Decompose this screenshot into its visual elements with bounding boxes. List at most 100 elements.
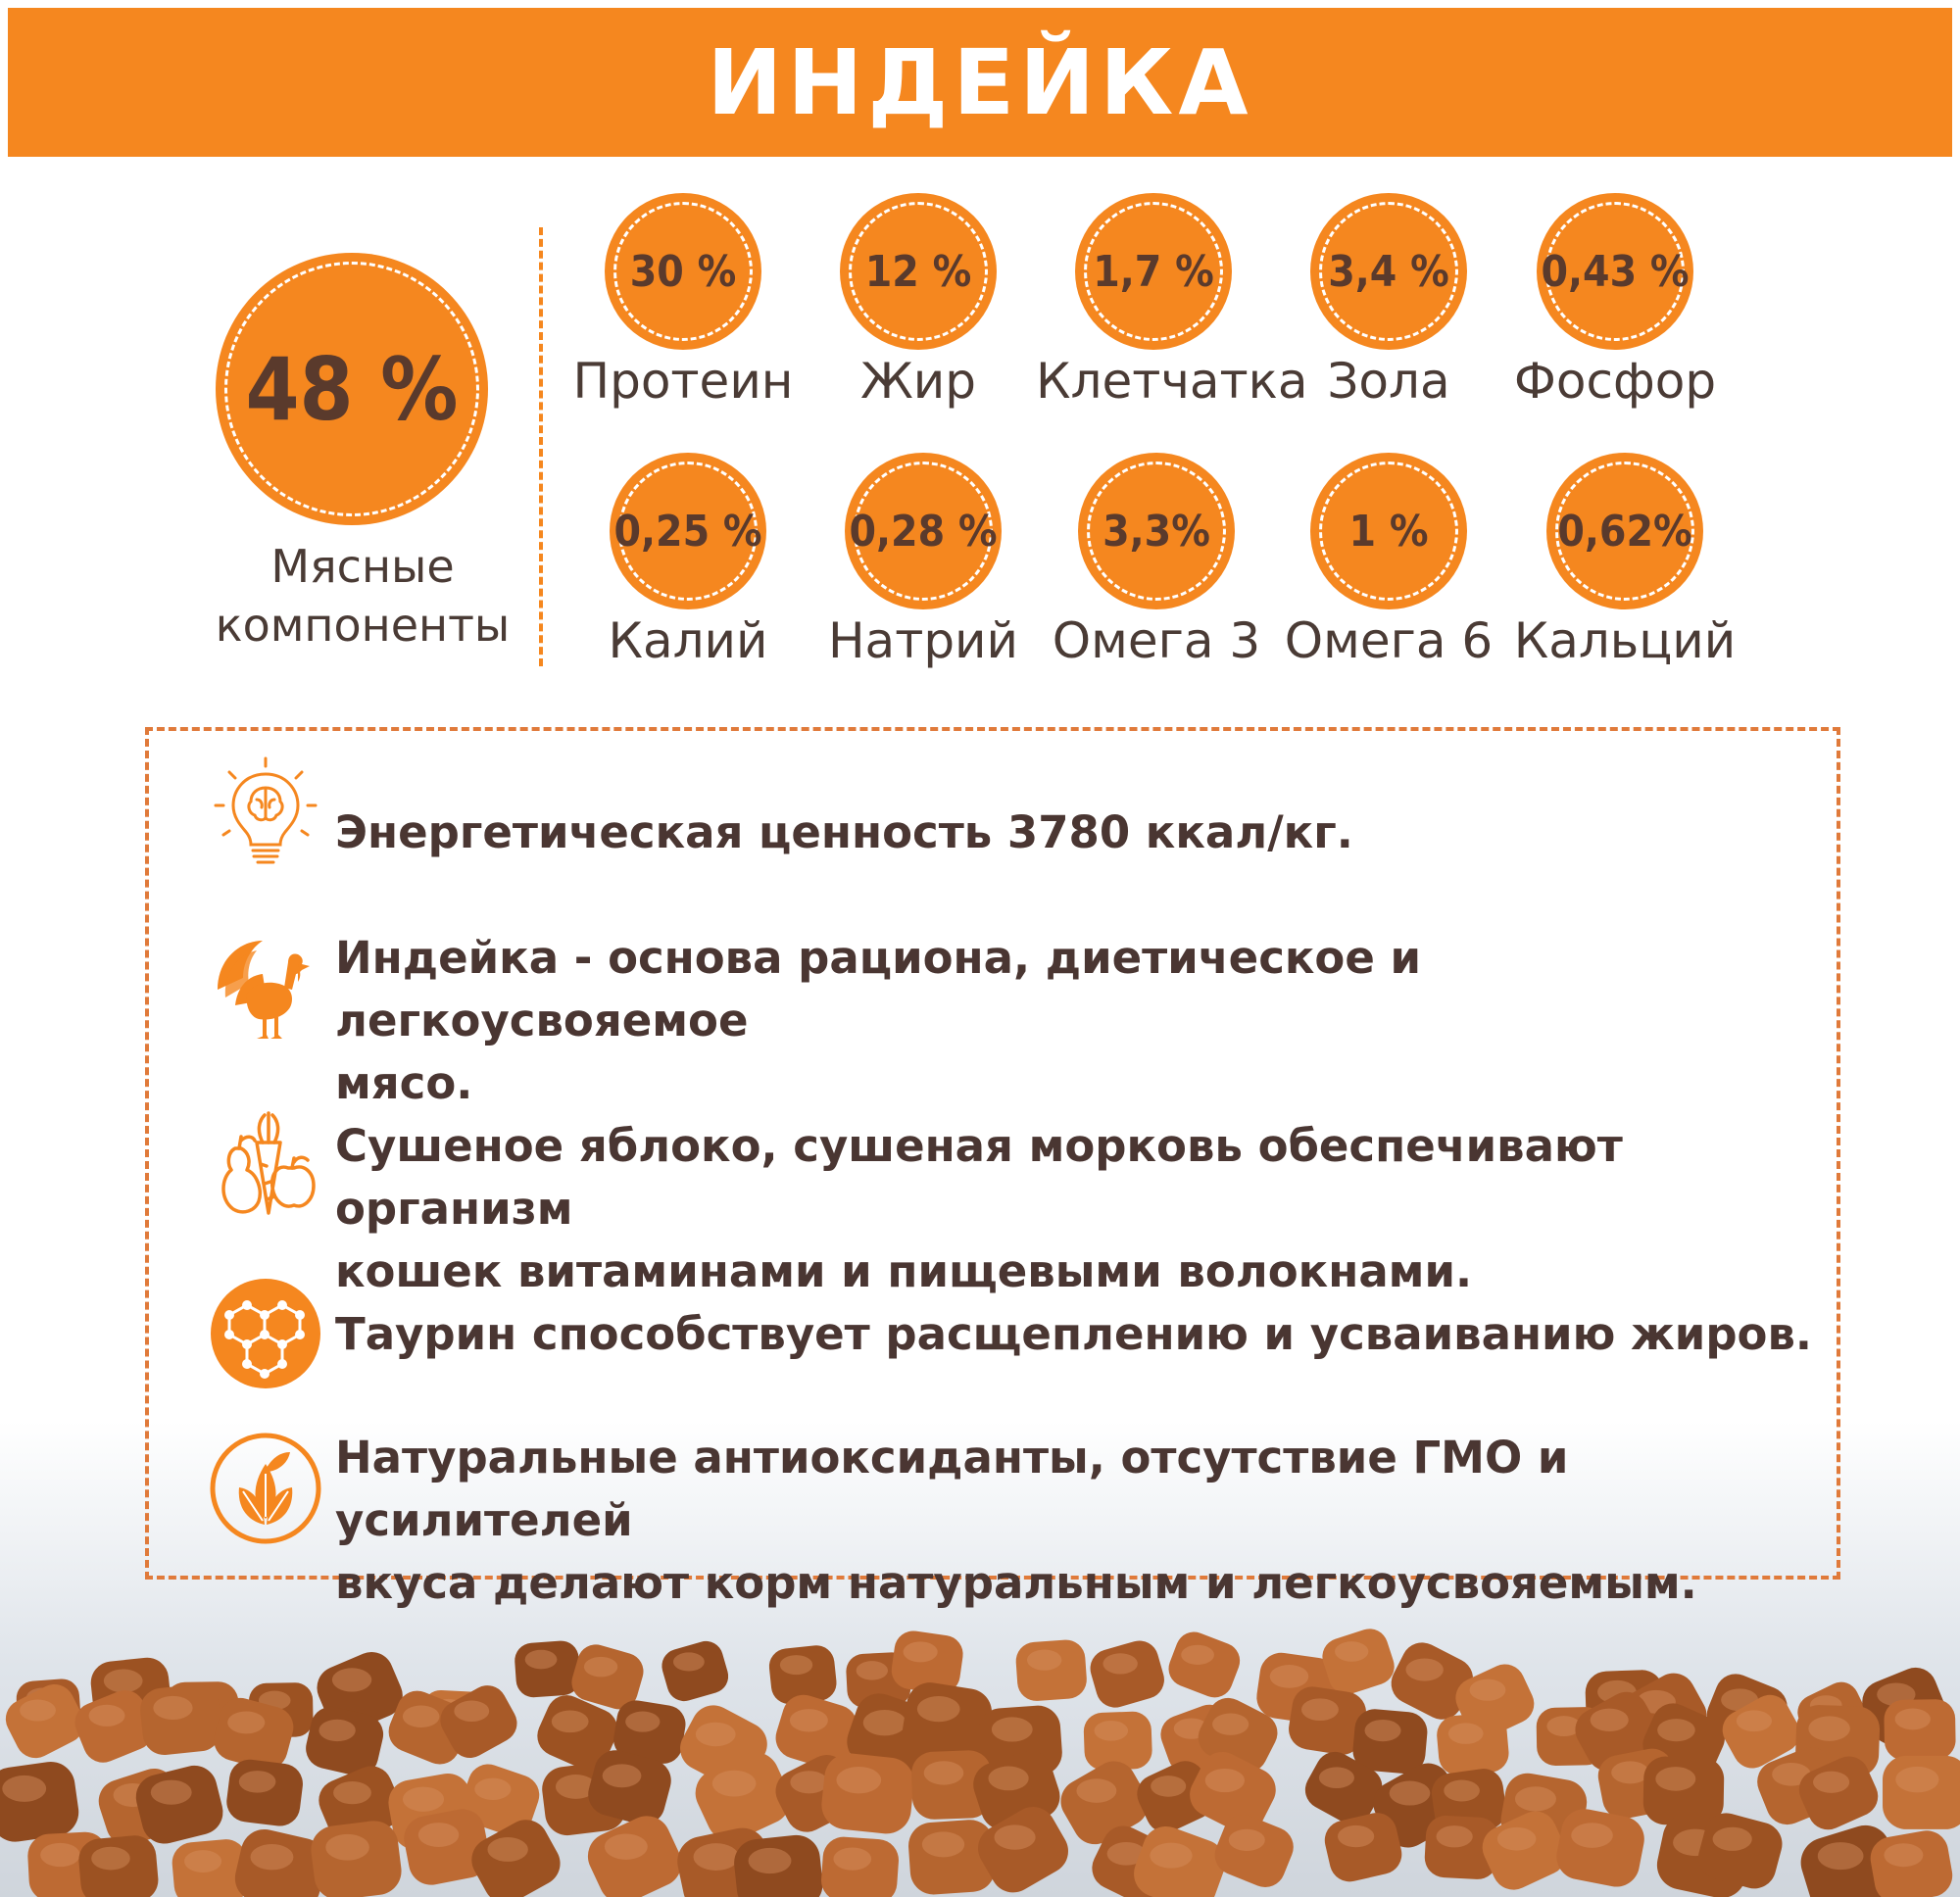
kibble-piece [537, 1695, 618, 1771]
kibble-piece [172, 1839, 249, 1897]
kibble-piece [214, 1697, 294, 1770]
kibble-piece [587, 1816, 682, 1897]
feature-text: Индейка - основа рациона, диетическое и … [335, 927, 1825, 1115]
feature-text-line: Таурин способствует расщеплению и усваив… [335, 1308, 1813, 1360]
nutrient-value: 3,3% [1102, 506, 1210, 557]
nutrient-value: 0,43 % [1541, 246, 1690, 297]
kibble-piece [1870, 1830, 1953, 1897]
meat-percentage-badge: 48 % [216, 253, 488, 525]
kibble-piece [1289, 1686, 1366, 1755]
kibble-piece [306, 1706, 384, 1776]
nutrient-label: Натрий [827, 612, 1019, 669]
kibble-piece [1137, 1761, 1214, 1833]
page-title: ИНДЕЙКА [707, 29, 1253, 135]
nutrient-label: Калий [608, 612, 768, 669]
kibble-piece [1322, 1629, 1395, 1695]
kibble-piece [226, 1759, 303, 1826]
kibble-piece [404, 1809, 490, 1885]
kibble-piece [1722, 1694, 1800, 1769]
nutrient-value: 30 % [629, 246, 737, 297]
nutrient-label: Жир [859, 353, 977, 410]
feature-text-line: Натуральные антиоксиданты, отсутствие ГМ… [335, 1432, 1569, 1546]
kibble-piece [662, 1640, 729, 1702]
meat-components-label: Мясные компоненты [186, 537, 539, 655]
kibble-piece [140, 1683, 221, 1756]
kibble-piece [1324, 1813, 1402, 1882]
kibble-piece [695, 1752, 791, 1841]
nutrient-badge-omega3: 3,3% [1078, 453, 1235, 609]
nutrient-value: 1 % [1348, 506, 1429, 557]
nutrient-label: Фосфор [1513, 353, 1717, 410]
kibble-piece [514, 1640, 580, 1698]
kibble-piece [911, 1750, 993, 1820]
kibble-piece [5, 1683, 84, 1759]
nutrient-label: Кальций [1513, 612, 1737, 669]
kibble-piece [1883, 1755, 1960, 1829]
kibble-piece [1134, 1825, 1226, 1897]
kibble-piece [1190, 1751, 1276, 1833]
kibble-piece [1391, 1642, 1474, 1720]
kibble-piece [461, 1764, 540, 1836]
nutrient-label: Клетчатка [1036, 353, 1308, 410]
nutrient-badge-phosphorus: 0,43 % [1537, 193, 1693, 350]
kibble-piece [135, 1765, 223, 1844]
kibble-piece [1083, 1711, 1152, 1771]
feature-text-line: Индейка - основа рациона, диетическое и … [335, 932, 1422, 1046]
feature-text: Натуральные антиоксиданты, отсутствие ГМ… [335, 1427, 1825, 1615]
turkey-icon [218, 941, 310, 1039]
kibble-piece [1214, 1815, 1294, 1888]
nutrient-label: Протеин [572, 353, 794, 410]
feature-text: Энергетическая ценность 3780 ккал/кг. [335, 802, 1825, 864]
nutrient-label: Омега 3 [1052, 612, 1261, 669]
nutrient-value: 1,7 % [1093, 246, 1214, 297]
kibble-piece [471, 1820, 561, 1897]
feature-text: Таурин способствует расщеплению и усваив… [335, 1303, 1825, 1366]
kibble-piece [613, 1700, 686, 1764]
kibble-piece [74, 1690, 154, 1763]
meat-label-line1: Мясные [270, 540, 455, 593]
kibble-piece [234, 1828, 326, 1897]
kibble-piece [1884, 1699, 1956, 1761]
kibble-piece [1697, 1813, 1783, 1889]
kibble-piece [1015, 1639, 1087, 1701]
meat-percentage-value: 48 % [245, 338, 459, 440]
feature-text: Сушеное яблоко, сушеная морковь обеспечи… [335, 1115, 1825, 1303]
header-banner: ИНДЕЙКА [8, 8, 1952, 157]
kibble-piece [1304, 1751, 1383, 1825]
kibble-piece [1642, 1756, 1725, 1825]
nutrient-badge-calcium: 0,62% [1546, 453, 1703, 609]
kibble-piece [1168, 1631, 1241, 1698]
nutrient-value: 0,62% [1557, 506, 1692, 557]
meat-label-line2: компоненты [215, 599, 511, 652]
feature-text-line: Энергетическая ценность 3780 ккал/кг. [335, 806, 1353, 858]
kibble-piece [1424, 1815, 1499, 1879]
kibble-piece [821, 1836, 899, 1897]
kibble-piece [1798, 1756, 1879, 1830]
feature-text-line: мясо. [335, 1057, 473, 1109]
kibble-piece [440, 1685, 517, 1759]
nutrient-value: 0,25 % [613, 506, 762, 557]
kibble-piece [1090, 1640, 1164, 1708]
kibble-piece [768, 1645, 837, 1704]
cat-food-kibble-image [0, 1629, 1960, 1897]
kibble-piece [1352, 1709, 1428, 1775]
leaf-icon [210, 1433, 321, 1544]
nutrient-badge-fiber: 1,7 % [1075, 193, 1232, 350]
kibble-piece [78, 1835, 159, 1897]
nutrient-label: Зола [1327, 353, 1450, 410]
kibble-piece [1556, 1809, 1644, 1887]
kibble-piece [978, 1807, 1068, 1893]
nutrient-badge-protein: 30 % [605, 193, 761, 350]
kibble-piece [775, 1694, 858, 1770]
nutrient-badge-sodium: 0,28 % [845, 453, 1002, 609]
nutrient-badge-ash: 3,4 % [1310, 193, 1467, 350]
nutrient-badge-fat: 12 % [840, 193, 997, 350]
kibble-piece [1482, 1811, 1567, 1890]
lightbulb-brain-icon [214, 756, 318, 864]
nutrient-value: 3,4 % [1328, 246, 1449, 297]
kibble-piece [821, 1753, 914, 1834]
nutrient-value: 12 % [864, 246, 972, 297]
feature-text-line: вкуса делают корм натуральным и легкоусв… [335, 1557, 1697, 1609]
feature-text-line: кошек витаминами и пищевыми волокнами. [335, 1245, 1473, 1297]
fruits-vegetables-icon [221, 1111, 316, 1215]
